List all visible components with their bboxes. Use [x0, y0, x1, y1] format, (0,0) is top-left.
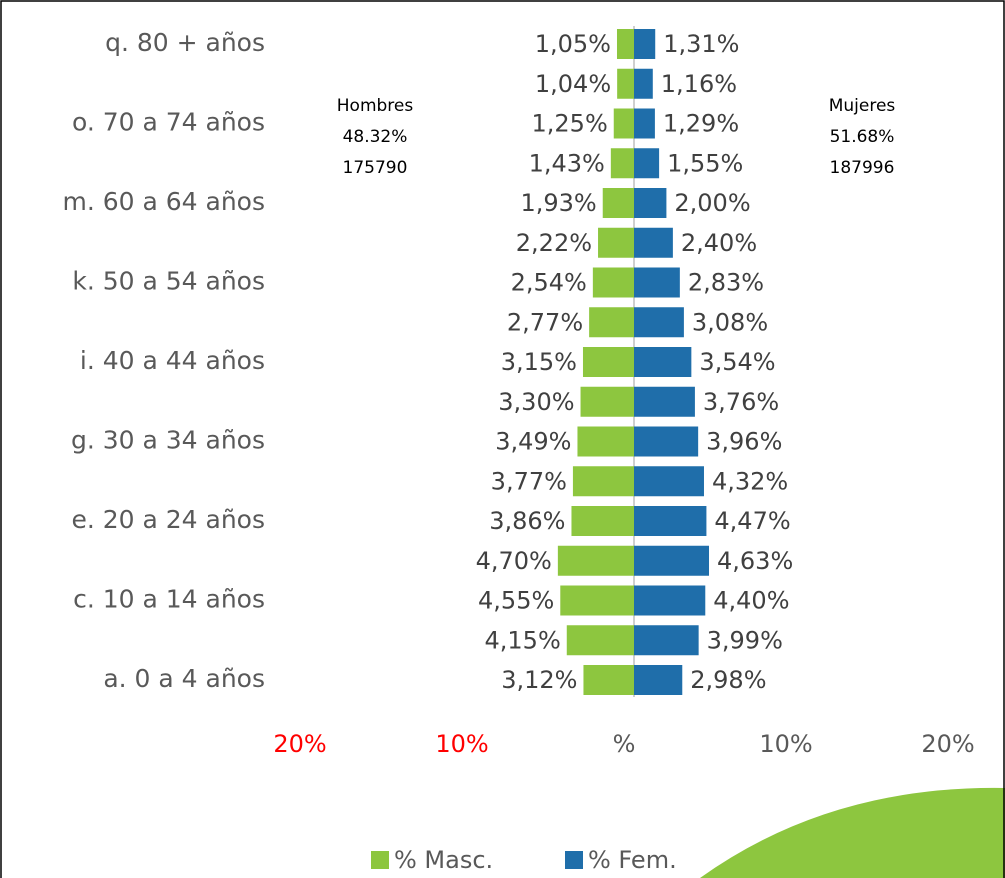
value-label: 3,15%: [501, 348, 577, 376]
value-label: 2,22%: [516, 229, 592, 257]
bar: [634, 267, 680, 298]
bar: [571, 506, 634, 536]
value-label: 4,15%: [485, 626, 561, 654]
annotation: Mujeres: [829, 96, 896, 116]
category-label: a. 0 a 4 años: [103, 664, 265, 693]
legend-label: % Masc.: [394, 846, 493, 874]
value-label: 1,04%: [535, 70, 611, 98]
bar: [572, 466, 634, 497]
value-label: 4,40%: [713, 587, 789, 615]
value-label: 2,00%: [674, 189, 750, 217]
bar: [634, 227, 673, 258]
legend-label: % Fem.: [588, 846, 677, 874]
value-label: 4,55%: [478, 587, 554, 615]
value-label: 2,54%: [511, 269, 587, 297]
bar: [617, 68, 634, 99]
decorative-swoosh: [700, 787, 1005, 878]
value-label: 2,98%: [690, 666, 766, 694]
x-tick-label: %: [613, 730, 636, 758]
category-label: o. 70 a 74 años: [72, 108, 265, 137]
annotation: Hombres: [337, 96, 414, 116]
bar: [589, 307, 634, 338]
bar: [634, 108, 655, 139]
value-label: 3,76%: [703, 388, 779, 416]
category-label: c. 10 a 14 años: [73, 585, 265, 614]
bar: [592, 267, 634, 298]
value-label: 1,43%: [529, 149, 605, 177]
bar: [616, 29, 634, 59]
value-label: 3,54%: [699, 348, 775, 376]
annotation: 175790: [343, 158, 408, 178]
bar: [634, 68, 653, 99]
value-label: 1,25%: [532, 110, 608, 138]
value-label: 3,08%: [692, 308, 768, 336]
legend-swatch: [371, 851, 389, 869]
legend-swatch: [565, 851, 583, 869]
value-label: 1,05%: [535, 30, 611, 58]
bar: [634, 426, 699, 457]
value-label: 4,70%: [476, 547, 552, 575]
value-label: 1,55%: [667, 149, 743, 177]
annotation: 187996: [830, 158, 895, 178]
category-label: i. 40 a 44 años: [80, 346, 265, 375]
value-label: 3,86%: [489, 507, 565, 535]
value-label: 4,47%: [714, 507, 790, 535]
value-label: 3,99%: [707, 626, 783, 654]
bar: [577, 426, 634, 457]
bar: [634, 29, 656, 59]
value-label: 2,83%: [688, 269, 764, 297]
bar: [582, 347, 634, 377]
bar: [634, 307, 684, 338]
category-label: e. 20 a 24 años: [71, 505, 265, 534]
bar: [566, 625, 634, 656]
value-label: 3,96%: [706, 428, 782, 456]
value-label: 3,30%: [498, 388, 574, 416]
category-label: k. 50 a 54 años: [72, 267, 265, 296]
bar: [634, 625, 699, 656]
value-label: 1,29%: [663, 110, 739, 138]
value-label: 1,93%: [520, 189, 596, 217]
bar: [560, 585, 634, 616]
bar: [598, 227, 634, 258]
bar: [580, 386, 634, 417]
value-label: 1,16%: [661, 70, 737, 98]
bar: [602, 188, 634, 218]
value-label: 4,32%: [712, 467, 788, 495]
value-label: 2,40%: [681, 229, 757, 257]
bar: [583, 665, 634, 695]
bar: [634, 347, 692, 377]
value-label: 3,77%: [491, 467, 567, 495]
category-label: q. 80 + años: [105, 28, 265, 57]
value-label: 3,49%: [495, 428, 571, 456]
annotation: 51.68%: [830, 127, 895, 147]
value-label: 1,31%: [663, 30, 739, 58]
bar: [610, 148, 634, 179]
value-label: 3,12%: [501, 666, 577, 694]
bar: [634, 466, 704, 497]
bar: [634, 545, 710, 576]
value-label: 4,63%: [717, 547, 793, 575]
value-label: 2,77%: [507, 308, 583, 336]
bar: [557, 545, 634, 576]
category-label: m. 60 a 64 años: [62, 187, 265, 216]
bar: [634, 665, 683, 695]
category-label: g. 30 a 34 años: [71, 426, 265, 455]
bar: [634, 148, 660, 179]
annotation: 48.32%: [343, 127, 408, 147]
x-tick-label: 20%: [273, 730, 326, 758]
x-tick-label: 20%: [921, 730, 974, 758]
bar: [634, 188, 667, 218]
bar: [613, 108, 634, 139]
x-tick-label: 10%: [759, 730, 812, 758]
bar: [634, 386, 695, 417]
bar: [634, 506, 707, 536]
bar: [634, 585, 706, 616]
x-tick-label: 10%: [435, 730, 488, 758]
